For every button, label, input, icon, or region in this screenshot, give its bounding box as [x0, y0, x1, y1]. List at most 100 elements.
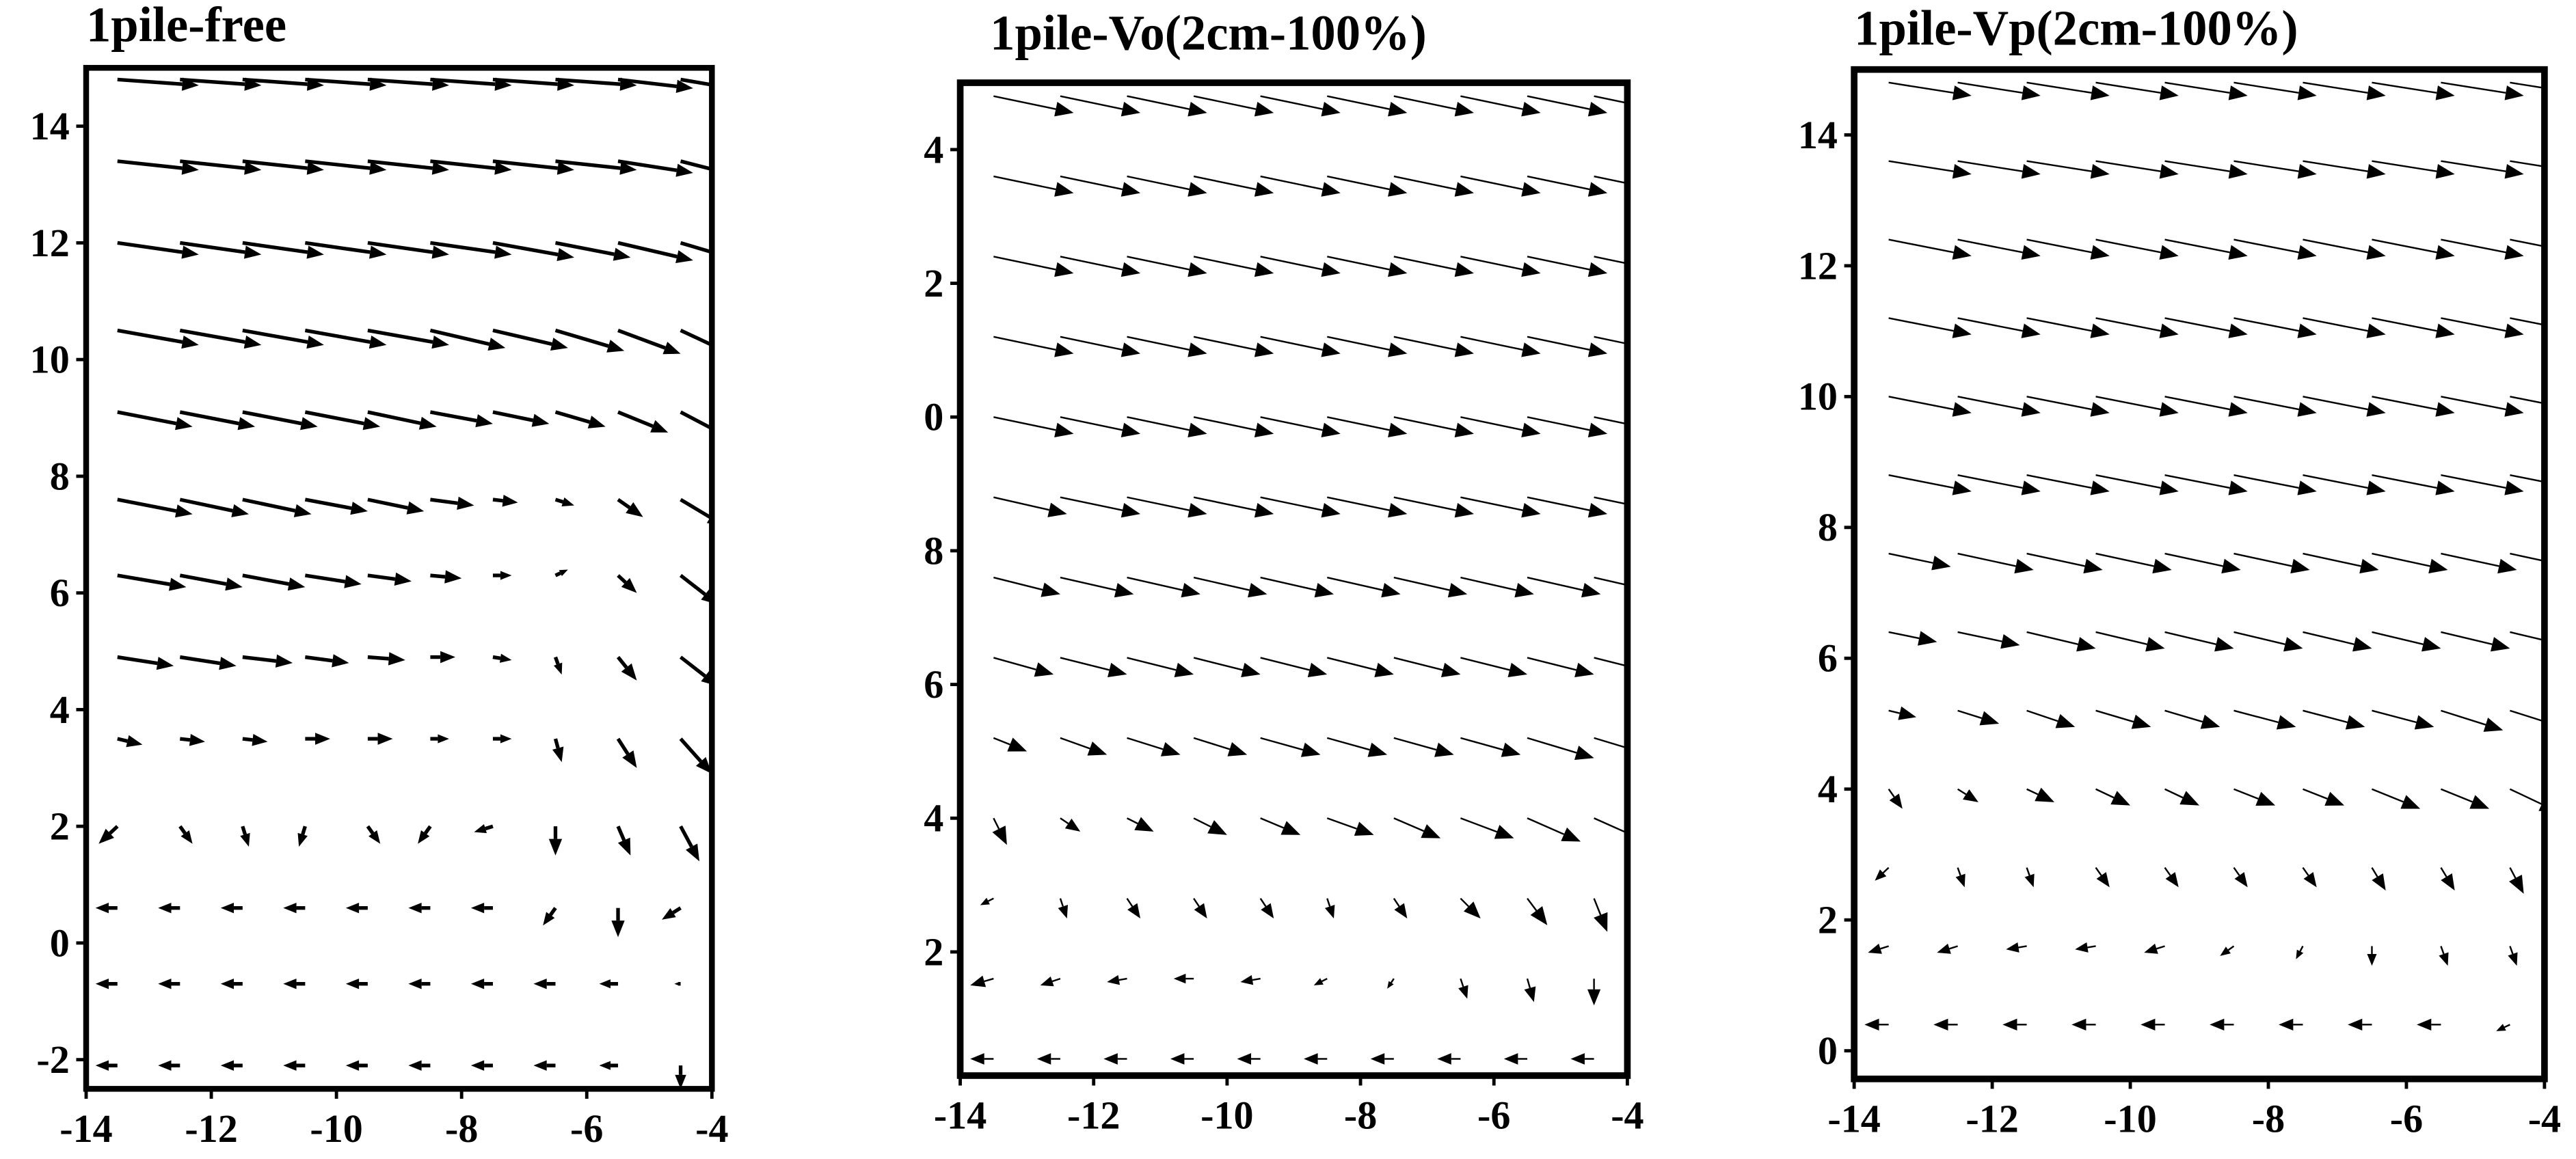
arrow-shaft: [2164, 317, 2230, 332]
arrow: [1957, 160, 2041, 179]
arrow-shaft: [117, 159, 183, 170]
arrow-shaft: [1393, 175, 1457, 191]
arrows: [95, 77, 749, 1089]
y-tick-label: 10: [1798, 374, 1838, 419]
arrow-head: [95, 1060, 109, 1071]
arrow-head: [2435, 323, 2455, 338]
arrow-head: [2435, 85, 2455, 100]
arrow: [1260, 657, 1328, 678]
y-tick-label: 8: [924, 528, 943, 573]
arrow-head: [622, 750, 637, 768]
arrow-shaft: [430, 77, 496, 86]
arrow-shaft: [1060, 336, 1123, 351]
arrow-head: [1134, 817, 1154, 832]
arrow: [430, 651, 456, 664]
arrow: [492, 571, 512, 580]
arrow-head: [1521, 503, 1541, 518]
arrow-shaft: [1260, 817, 1285, 829]
arrow-shaft: [179, 655, 221, 666]
arrow-head: [1521, 422, 1541, 437]
arrow-shaft: [1888, 317, 1954, 332]
arrow-head: [306, 161, 324, 175]
arrow-head: [2366, 402, 2386, 417]
arrow: [1393, 737, 1454, 757]
arrow-head: [2573, 245, 2576, 260]
arrow-shaft: [1527, 95, 1590, 110]
arrow-shaft: [2095, 160, 2161, 172]
arrow: [2233, 160, 2317, 179]
x-tick-label: -8: [2252, 1096, 2285, 1141]
arrow-head: [181, 335, 199, 349]
arrow-shaft: [2095, 552, 2154, 567]
arrow-head: [1521, 262, 1541, 277]
arrow-head: [1454, 101, 1474, 117]
arrow-head: [406, 501, 425, 515]
arrow: [2372, 396, 2455, 417]
arrow-shaft: [1460, 175, 1523, 191]
arrow-head: [1300, 742, 1321, 757]
arrow-shaft: [672, 906, 682, 914]
arrow-head: [1388, 422, 1408, 437]
arrow-head: [617, 837, 631, 856]
arrow: [2303, 788, 2345, 806]
arrow-shaft: [679, 655, 706, 678]
arrow-shaft: [1060, 576, 1116, 591]
arrow-shaft: [1957, 238, 2023, 254]
arrow: [1058, 898, 1069, 919]
arrow-shaft: [2164, 631, 2216, 645]
arrow-head: [2014, 558, 2034, 574]
arrow-head: [1188, 503, 1207, 518]
arrow-head: [2214, 637, 2234, 652]
arrow: [2417, 1018, 2441, 1031]
arrow: [474, 823, 494, 834]
arrow-head: [2159, 85, 2179, 100]
x-tick-label: -6: [570, 1106, 603, 1151]
arrow: [2233, 709, 2296, 730]
arrow-head: [283, 902, 297, 914]
arrow-head: [1434, 742, 1454, 757]
arrow-head: [970, 975, 987, 987]
arrow-shaft: [2095, 474, 2161, 489]
arrow: [680, 410, 712, 431]
arrow-shaft: [1594, 817, 1628, 834]
arrow: [1327, 256, 1408, 277]
arrow-head: [2220, 946, 2231, 956]
arrow-head: [1654, 182, 1674, 196]
arrow-head: [2141, 1018, 2156, 1031]
arrow-head: [158, 1060, 172, 1071]
arrow-head: [732, 252, 749, 265]
arrow-shaft: [993, 336, 1056, 351]
arrow-head: [2090, 245, 2110, 260]
arrow: [242, 734, 268, 746]
y-tick-label: 6: [50, 571, 70, 615]
arrow-head: [1898, 706, 1917, 720]
arrow-shaft: [616, 826, 626, 841]
arrow-head: [1521, 182, 1541, 197]
arrow-shaft: [1193, 95, 1257, 110]
y-tick-label: 12: [1798, 243, 1838, 288]
arrow: [554, 241, 631, 261]
arrow-shaft: [1193, 817, 1211, 828]
arrow-shaft: [2233, 709, 2279, 724]
arrow-shaft: [367, 497, 409, 510]
arrow-head: [438, 734, 449, 744]
arrow-head: [2090, 85, 2110, 100]
arrow: [2164, 788, 2200, 806]
arrow-shaft: [2026, 396, 2092, 411]
arrow-head: [2297, 480, 2317, 495]
arrow-shaft: [304, 328, 371, 344]
arrow: [1040, 976, 1061, 987]
arrow-head: [2496, 1024, 2506, 1031]
arrow-shaft: [553, 656, 560, 665]
arrow-head: [189, 734, 205, 746]
arrow-head: [297, 832, 308, 847]
arrow: [1193, 817, 1227, 835]
arrow-shaft: [2372, 709, 2417, 724]
arrow-shaft: [1888, 160, 1954, 172]
arrow-head: [1641, 746, 1661, 760]
arrow-shaft: [1260, 576, 1317, 591]
arrow-shaft: [485, 824, 494, 831]
arrow-shaft: [679, 573, 706, 596]
arrow: [1527, 576, 1601, 598]
arrow: [993, 737, 1028, 752]
